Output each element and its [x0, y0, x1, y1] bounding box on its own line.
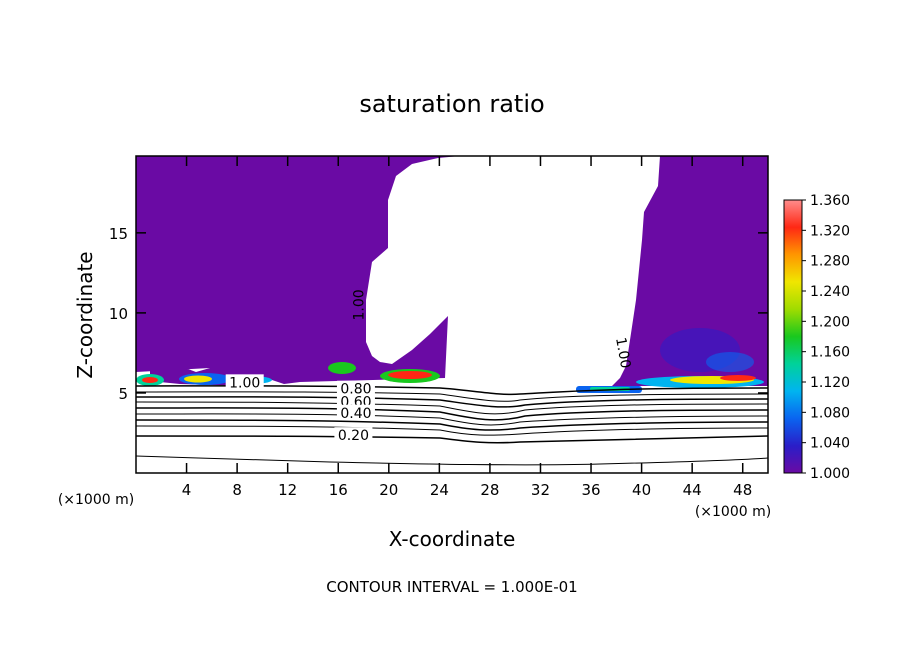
x-tick-label: 4 [182, 481, 192, 499]
x-tick-label: 20 [379, 481, 398, 499]
saturated-region-right [612, 156, 768, 386]
contour-0-50 [136, 413, 768, 426]
colorbar-tick-label: 1.160 [810, 345, 850, 361]
contour-interval-note: CONTOUR INTERVAL = 1.000E-01 [326, 578, 577, 596]
contour-0-80 [136, 396, 768, 408]
x-tick-label: 12 [278, 481, 297, 499]
contour-labels: 1.001.001.00 0.800.600.400.20 [225, 289, 633, 444]
contour-0-30 [136, 425, 768, 436]
y-tick-label: 5 [118, 385, 128, 403]
contour-label: 0.40 [340, 406, 371, 422]
y-axis-ticks: 5 10 15 [109, 225, 768, 403]
x-unit-note-left: (×1000 m) [58, 492, 134, 508]
x-tick-label: 8 [232, 481, 242, 499]
contour-0-60 [136, 407, 768, 421]
x-tick-label: 36 [581, 481, 600, 499]
colorbar-tick-label: 1.080 [810, 405, 850, 421]
saturated-region-left [136, 156, 460, 386]
contour-0-10 [136, 455, 768, 466]
contour-label-bg [336, 404, 375, 420]
y-tick-label: 10 [109, 305, 128, 323]
colorbar-tick-label: 1.280 [810, 254, 850, 270]
chart-title: saturation ratio [359, 90, 544, 118]
plot-area [136, 156, 768, 473]
contour-label: 1.00 [612, 336, 633, 369]
x-tick-label: 16 [329, 481, 348, 499]
contour-label: 1.00 [229, 375, 260, 391]
x-tick-label: 40 [632, 481, 651, 499]
y-axis-label: Z-coordinate [73, 251, 97, 378]
colorbar-tick-label: 1.360 [810, 193, 850, 209]
x-axis-label: X-coordinate [389, 527, 516, 551]
contour-lines [136, 385, 768, 466]
colorbar-ticks: 1.000 1.040 1.080 1.120 1.160 1.200 1.240 1.280… [802, 193, 850, 482]
contour-0-20 [136, 435, 768, 444]
contour-label-bg [336, 380, 375, 396]
x-tick-label: 32 [531, 481, 550, 499]
contour-label-bg [225, 374, 264, 390]
colorbar-tick-label: 1.240 [810, 284, 850, 300]
x-tick-label: 44 [683, 481, 702, 499]
colorbar-tick-label: 1.120 [810, 375, 850, 391]
y-tick-label: 15 [109, 225, 128, 243]
colorbar-tick-label: 1.320 [810, 223, 850, 239]
contour-label-bg [334, 427, 373, 443]
x-unit-note-right: (×1000 m) [695, 504, 771, 520]
x-tick-label: 24 [430, 481, 449, 499]
x-tick-label: 28 [480, 481, 499, 499]
x-axis-ticks: 4 8 12 16 20 24 28 32 36 40 44 48 [182, 156, 752, 499]
colorbar-tick-label: 1.200 [810, 314, 850, 330]
x-tick-label: 48 [733, 481, 752, 499]
colorbar [783, 199, 803, 474]
contour-0-90 [136, 391, 768, 402]
plot-frame [135, 155, 769, 474]
colorbar-tick-label: 1.000 [810, 466, 850, 482]
colorbar-tick-label: 1.040 [810, 436, 850, 452]
contour-label: 0.20 [338, 428, 369, 444]
contour-0-70 [136, 401, 768, 415]
contour-0-40 [136, 419, 768, 431]
contour-label: 1.00 [352, 289, 368, 320]
